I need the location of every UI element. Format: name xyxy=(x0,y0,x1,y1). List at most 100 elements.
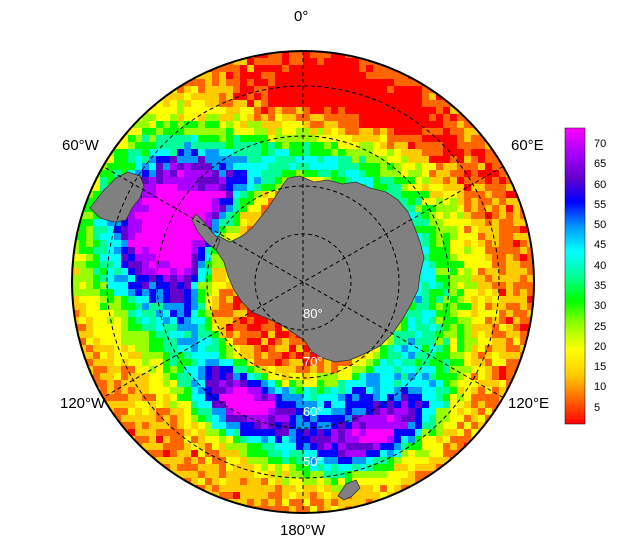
data-cell xyxy=(268,394,276,402)
data-cell xyxy=(261,107,269,115)
data-cell xyxy=(373,65,381,73)
data-cell xyxy=(331,128,339,136)
data-cell xyxy=(198,128,206,136)
data-cell xyxy=(268,107,276,115)
data-cell xyxy=(156,310,164,318)
data-cell xyxy=(324,107,332,115)
data-cell xyxy=(436,338,444,346)
data-cell xyxy=(156,331,164,339)
data-cell xyxy=(128,233,136,241)
data-cell xyxy=(324,142,332,150)
data-cell xyxy=(289,464,297,472)
data-cell xyxy=(492,156,500,164)
data-cell xyxy=(198,436,206,444)
data-cell xyxy=(401,366,409,374)
data-cell xyxy=(485,247,493,255)
data-cell xyxy=(422,422,430,430)
data-cell xyxy=(135,205,143,213)
data-cell xyxy=(282,100,290,108)
data-cell xyxy=(499,317,507,325)
data-cell xyxy=(429,135,437,143)
data-cell xyxy=(394,436,402,444)
data-cell xyxy=(513,317,521,325)
data-cell xyxy=(450,135,458,143)
data-cell xyxy=(373,478,381,486)
data-cell xyxy=(212,163,220,171)
data-cell xyxy=(338,128,346,136)
data-cell xyxy=(506,296,514,304)
data-cell xyxy=(457,394,465,402)
data-cell xyxy=(310,408,318,416)
data-cell xyxy=(191,464,199,472)
data-cell xyxy=(422,359,430,367)
data-cell xyxy=(128,128,136,136)
data-cell xyxy=(191,170,199,178)
data-cell xyxy=(513,296,521,304)
data-cell xyxy=(478,401,486,409)
data-cell xyxy=(401,191,409,199)
data-cell xyxy=(93,226,101,234)
data-cell xyxy=(240,471,248,479)
data-cell xyxy=(163,205,171,213)
data-cell xyxy=(205,380,213,388)
data-cell xyxy=(240,310,248,318)
data-cell xyxy=(520,275,528,283)
data-cell xyxy=(471,184,479,192)
data-cell xyxy=(156,352,164,360)
data-cell xyxy=(401,373,409,381)
data-cell xyxy=(191,366,199,374)
data-cell xyxy=(198,310,206,318)
data-cell xyxy=(219,471,227,479)
data-cell xyxy=(247,79,255,87)
data-cell xyxy=(408,394,416,402)
data-cell xyxy=(149,401,157,409)
data-cell xyxy=(303,429,311,437)
data-cell xyxy=(380,492,388,500)
data-cell xyxy=(212,177,220,185)
data-cell xyxy=(429,352,437,360)
data-cell xyxy=(226,471,234,479)
data-cell xyxy=(394,359,402,367)
data-cell xyxy=(156,184,164,192)
data-cell xyxy=(135,415,143,423)
data-cell xyxy=(79,247,87,255)
data-cell xyxy=(261,443,269,451)
data-cell xyxy=(506,331,514,339)
data-cell xyxy=(198,156,206,164)
map-boundary xyxy=(71,50,535,514)
data-cell xyxy=(408,156,416,164)
data-cell xyxy=(142,408,150,416)
data-cell xyxy=(359,79,367,87)
data-cell xyxy=(198,135,206,143)
data-cell xyxy=(177,352,185,360)
data-cell xyxy=(247,163,255,171)
data-cell xyxy=(310,366,318,374)
data-cell xyxy=(415,345,423,353)
data-cell xyxy=(247,135,255,143)
data-cell xyxy=(443,121,451,129)
data-cell xyxy=(429,198,437,206)
data-cell xyxy=(184,310,192,318)
data-cell xyxy=(485,373,493,381)
data-cell xyxy=(191,177,199,185)
data-cell xyxy=(240,485,248,493)
data-cell xyxy=(247,100,255,108)
data-cell xyxy=(233,492,241,500)
data-cell xyxy=(240,100,248,108)
data-cell xyxy=(506,212,514,220)
data-cell xyxy=(142,121,150,129)
data-cell xyxy=(422,142,430,150)
data-cell xyxy=(226,191,234,199)
data-cell xyxy=(254,79,262,87)
data-cell xyxy=(254,366,262,374)
data-cell xyxy=(219,394,227,402)
data-cell xyxy=(268,471,276,479)
data-cell xyxy=(317,107,325,115)
data-cell xyxy=(275,366,283,374)
data-cell xyxy=(380,142,388,150)
data-cell xyxy=(324,156,332,164)
data-cell xyxy=(233,471,241,479)
data-cell xyxy=(450,128,458,136)
data-cell xyxy=(331,401,339,409)
data-cell xyxy=(485,191,493,199)
